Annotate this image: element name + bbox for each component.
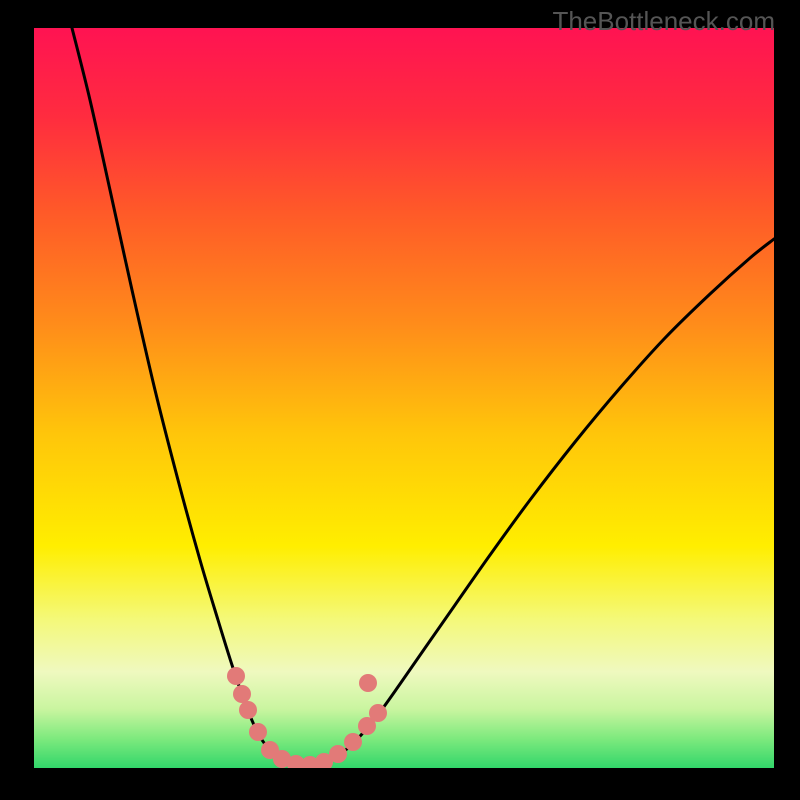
data-dot: [359, 674, 377, 692]
data-dot: [344, 733, 362, 751]
chart-stage: TheBottleneck.com: [0, 0, 800, 800]
data-dot: [369, 704, 387, 722]
data-dot: [249, 723, 267, 741]
gradient-plot-area: [34, 28, 774, 768]
data-dot: [239, 701, 257, 719]
data-dot: [227, 667, 245, 685]
bottleneck-chart: [0, 0, 800, 800]
data-dot: [329, 745, 347, 763]
data-dot: [233, 685, 251, 703]
